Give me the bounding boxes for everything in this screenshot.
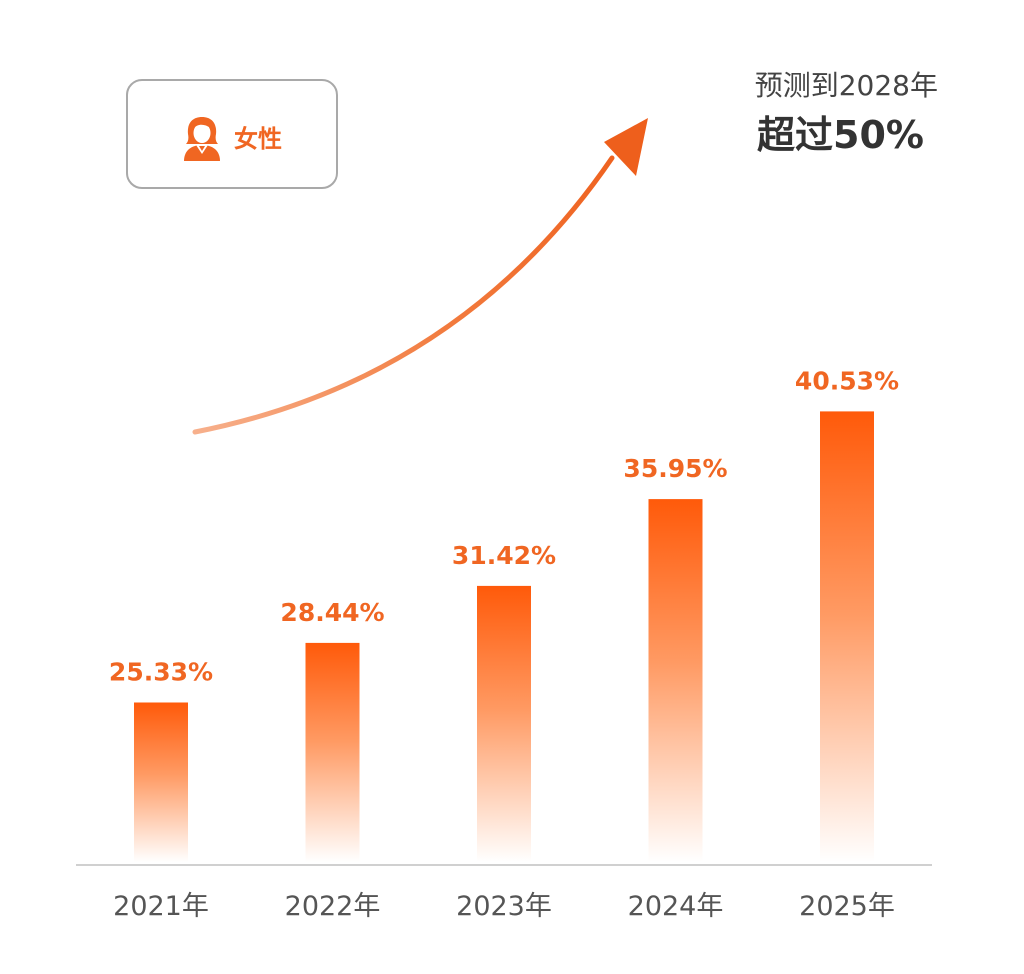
bar-4 (648, 499, 703, 862)
x-tick-label-5: 2025年 (799, 891, 895, 922)
bar-5 (820, 411, 874, 862)
forecast-annotation-line2: 超过50% (757, 113, 924, 157)
trend-arrow-head (604, 118, 648, 176)
x-tick-label-2: 2022年 (285, 891, 381, 922)
value-labels-layer: 25.33% 28.44% 31.42% 35.95% 40.53% (109, 366, 899, 686)
female-person-icon (180, 115, 224, 161)
legend-box: 女性 (126, 79, 338, 189)
x-tick-label-3: 2023年 (456, 891, 552, 922)
x-tick-label-1: 2021年 (113, 891, 209, 922)
forecast-annotation-line1: 预测到2028年 (754, 69, 938, 102)
trend-arrow-curve (192, 155, 615, 435)
legend-label: 女性 (234, 125, 282, 153)
value-label-5: 40.53% (795, 366, 899, 395)
value-label-2: 28.44% (280, 598, 384, 627)
x-tick-label-4: 2024年 (628, 891, 724, 922)
value-label-4: 35.95% (623, 454, 727, 483)
value-label-1: 25.33% (109, 658, 213, 687)
bar-2 (305, 642, 360, 862)
bar-3 (477, 585, 531, 862)
x-tick-labels-layer: 2021年 2022年 2023年 2024年 2025年 (113, 891, 895, 922)
bars-layer (134, 411, 874, 862)
value-label-3: 31.42% (452, 541, 556, 570)
bar-1 (134, 702, 188, 862)
